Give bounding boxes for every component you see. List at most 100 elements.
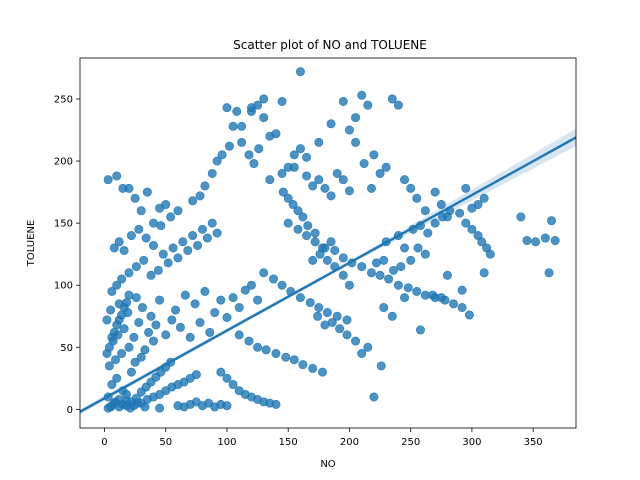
data-point: [139, 255, 149, 265]
data-point: [288, 200, 298, 210]
data-point: [406, 183, 416, 193]
data-point: [246, 106, 256, 116]
data-point: [413, 243, 423, 253]
data-point: [332, 168, 342, 178]
data-point: [375, 270, 385, 280]
data-point: [344, 125, 354, 135]
x-tick-label: 200: [340, 437, 359, 448]
data-point: [158, 249, 168, 259]
data-point: [400, 243, 410, 253]
data-point: [106, 305, 116, 315]
data-point: [193, 240, 203, 250]
data-point: [376, 361, 386, 371]
y-axis-label: TOLUENE: [26, 220, 37, 268]
data-point: [246, 280, 256, 290]
data-point: [259, 94, 269, 104]
data-point: [124, 183, 134, 193]
data-point: [112, 171, 122, 181]
data-point: [485, 249, 495, 259]
data-point: [148, 336, 158, 346]
data-point: [308, 363, 318, 373]
data-point: [302, 152, 312, 162]
data-point: [351, 113, 361, 123]
data-point: [308, 181, 318, 191]
data-point: [161, 200, 171, 210]
data-point: [253, 342, 263, 352]
data-point: [357, 262, 367, 272]
data-point: [400, 175, 410, 185]
data-point: [420, 249, 430, 259]
data-point: [114, 237, 124, 247]
data-point: [477, 237, 487, 247]
data-point: [119, 245, 129, 255]
data-point: [310, 237, 320, 247]
data-point: [271, 348, 281, 358]
data-point: [130, 193, 140, 203]
data-point: [234, 303, 244, 313]
data-point: [315, 249, 325, 259]
data-point: [112, 280, 122, 290]
data-point: [142, 187, 152, 197]
data-point: [335, 324, 345, 334]
data-point: [146, 270, 156, 280]
data-point: [167, 315, 177, 325]
data-point: [191, 370, 201, 380]
data-point: [151, 320, 161, 330]
data-point: [531, 237, 541, 247]
data-point: [107, 380, 117, 390]
y-tick-label: 0: [67, 405, 73, 416]
data-point: [130, 357, 140, 367]
data-point: [195, 191, 205, 201]
data-point: [171, 305, 181, 315]
data-point: [228, 380, 238, 390]
data-point: [387, 94, 397, 104]
data-point: [188, 196, 198, 206]
data-point: [293, 206, 303, 216]
data-point: [202, 233, 212, 243]
data-point: [200, 286, 210, 296]
data-point: [103, 175, 113, 185]
plot-frame: [79, 57, 577, 429]
y-tick-label: 250: [54, 94, 73, 105]
data-point: [277, 168, 287, 178]
data-point: [277, 96, 287, 106]
data-point: [438, 212, 448, 222]
data-point: [430, 187, 440, 197]
data-point: [457, 285, 467, 295]
data-point: [237, 121, 247, 131]
data-point: [155, 403, 165, 413]
data-point: [326, 191, 336, 201]
data-point: [351, 137, 361, 147]
data-point: [117, 274, 127, 284]
data-point: [163, 258, 173, 268]
data-point: [351, 336, 361, 346]
regression-line-layer: [79, 136, 577, 413]
data-point: [393, 100, 403, 110]
x-tick-label: 300: [462, 437, 481, 448]
data-point: [210, 308, 220, 318]
data-point: [144, 327, 154, 337]
data-point: [222, 401, 232, 411]
data-point: [403, 283, 413, 293]
data-point: [222, 373, 232, 383]
data-point: [212, 156, 222, 166]
data-point: [544, 268, 554, 278]
data-point: [234, 330, 244, 340]
data-point: [357, 348, 367, 358]
data-point: [205, 327, 215, 337]
data-point: [436, 293, 446, 303]
data-point: [119, 324, 129, 334]
data-point: [283, 193, 293, 203]
data-point: [224, 141, 234, 151]
data-point: [237, 137, 247, 147]
regression-line: [79, 136, 577, 413]
data-point: [140, 345, 150, 355]
data-point: [366, 183, 376, 193]
data-point: [415, 325, 425, 335]
data-point: [228, 293, 238, 303]
data-point: [109, 243, 119, 253]
data-point: [216, 295, 226, 305]
data-point: [442, 270, 452, 280]
data-point: [134, 224, 144, 234]
